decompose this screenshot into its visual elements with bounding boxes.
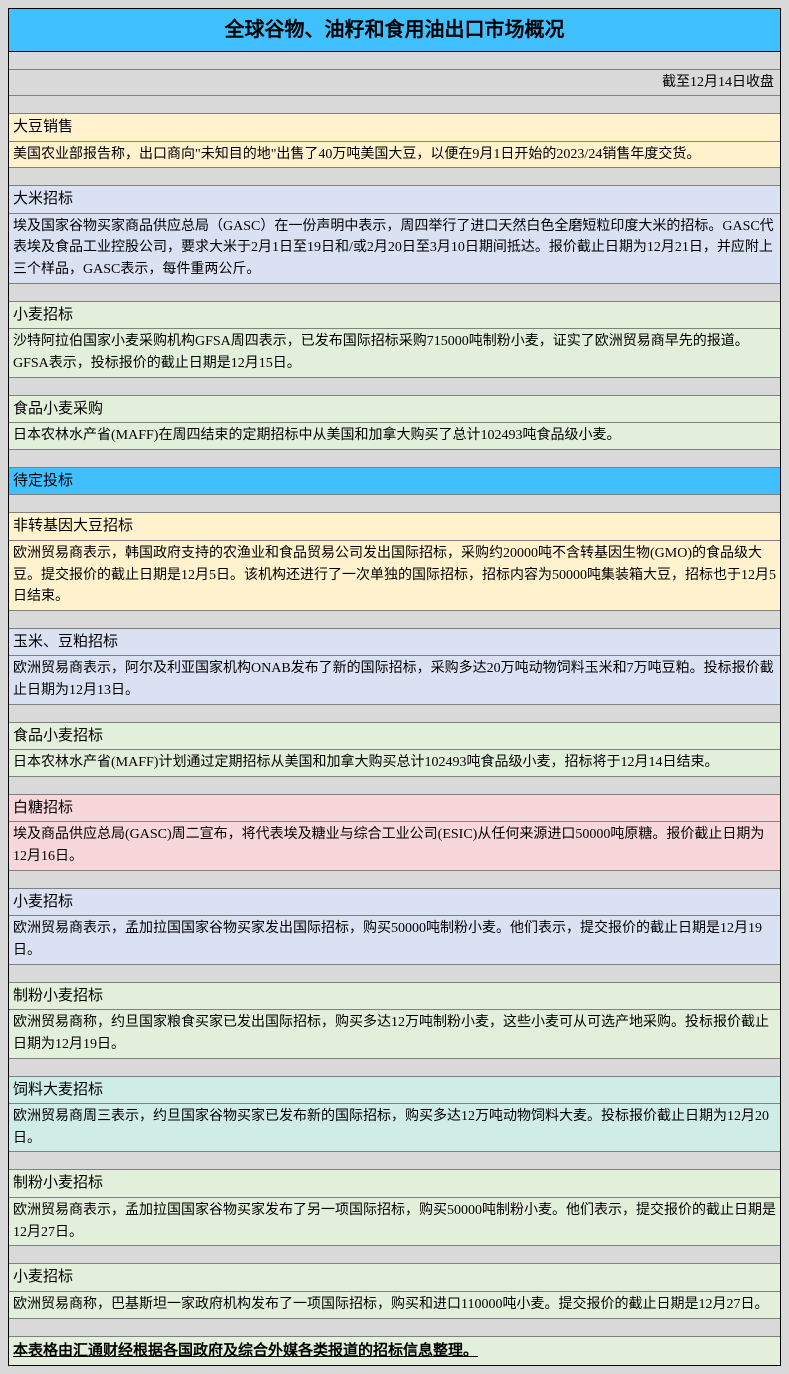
tender-title: 食品小麦招标: [9, 723, 780, 751]
tender-title: 小麦招标: [9, 1264, 780, 1292]
spacer: [9, 450, 780, 468]
tender-title: 制粉小麦招标: [9, 983, 780, 1011]
tender-body: 埃及商品供应总局(GASC)周二宣布，将代表埃及糖业与综合工业公司(ESIC)从…: [9, 822, 780, 870]
tender-body: 欧洲贸易商表示，阿尔及利亚国家机构ONAB发布了新的国际招标，采购多达20万吨动…: [9, 656, 780, 704]
spacer: [9, 611, 780, 629]
tender-title: 白糖招标: [9, 795, 780, 823]
tender-body: 欧洲贸易商称，巴基斯坦一家政府机构发布了一项国际招标，购买和进口110000吨小…: [9, 1292, 780, 1319]
tender-title: 饲料大麦招标: [9, 1077, 780, 1105]
tender-title: 玉米、豆粕招标: [9, 629, 780, 657]
as-of-date: 截至12月14日收盘: [9, 70, 780, 96]
spacer: [9, 284, 780, 302]
spacer: [9, 1059, 780, 1077]
tender-title: 食品小麦采购: [9, 396, 780, 424]
tender-body: 日本农林水产省(MAFF)计划通过定期招标从美国和加拿大购买总计102493吨食…: [9, 750, 780, 777]
spacer: [9, 1319, 780, 1337]
completed-tenders-section: 大豆销售美国农业部报告称，出口商向"未知目的地"出售了40万吨美国大豆，以便在9…: [9, 114, 780, 468]
spacer: [9, 52, 780, 70]
tender-body: 欧洲贸易商周三表示，约旦国家谷物买家已发布新的国际招标，购买多达12万吨动物饲料…: [9, 1104, 780, 1152]
footer-note: 本表格由汇通财经根据各国政府及综合外媒各类报道的招标信息整理。: [9, 1337, 780, 1366]
tender-body: 日本农林水产省(MAFF)在周四结束的定期招标中从美国和加拿大购买了总计1024…: [9, 423, 780, 450]
tender-body: 欧洲贸易商称，约旦国家粮食买家已发出国际招标，购买多达12万吨制粉小麦，这些小麦…: [9, 1010, 780, 1058]
spacer: [9, 1152, 780, 1170]
tender-title: 小麦招标: [9, 889, 780, 917]
tender-body: 欧洲贸易商表示，孟加拉国国家谷物买家发布了另一项国际招标，购买50000吨制粉小…: [9, 1198, 780, 1246]
tender-title: 小麦招标: [9, 302, 780, 330]
spacer: [9, 168, 780, 186]
spacer: [9, 705, 780, 723]
spacer: [9, 965, 780, 983]
tender-body: 埃及国家谷物买家商品供应总局（GASC）在一份声明中表示，周四举行了进口天然白色…: [9, 214, 780, 284]
pending-header: 待定投标: [9, 468, 780, 496]
tender-body: 欧洲贸易商表示，韩国政府支持的农渔业和食品贸易公司发出国际招标，采购约20000…: [9, 541, 780, 611]
tender-body: 美国农业部报告称，出口商向"未知目的地"出售了40万吨美国大豆，以便在9月1日开…: [9, 142, 780, 169]
tender-title: 非转基因大豆招标: [9, 513, 780, 541]
tender-title: 大豆销售: [9, 114, 780, 142]
tender-body: 欧洲贸易商表示，孟加拉国国家谷物买家发出国际招标，购买50000吨制粉小麦。他们…: [9, 916, 780, 964]
tender-title: 制粉小麦招标: [9, 1170, 780, 1198]
spacer: [9, 495, 780, 513]
report-title: 全球谷物、油籽和食用油出口市场概况: [9, 9, 780, 52]
spacer: [9, 1246, 780, 1264]
tender-body: 沙特阿拉伯国家小麦采购机构GFSA周四表示，已发布国际招标采购715000吨制粉…: [9, 329, 780, 377]
pending-tenders-section: 非转基因大豆招标欧洲贸易商表示，韩国政府支持的农渔业和食品贸易公司发出国际招标，…: [9, 513, 780, 1336]
spacer: [9, 378, 780, 396]
spacer: [9, 96, 780, 114]
spacer: [9, 777, 780, 795]
spacer: [9, 871, 780, 889]
report-container: 全球谷物、油籽和食用油出口市场概况 截至12月14日收盘 大豆销售美国农业部报告…: [8, 8, 781, 1366]
tender-title: 大米招标: [9, 186, 780, 214]
